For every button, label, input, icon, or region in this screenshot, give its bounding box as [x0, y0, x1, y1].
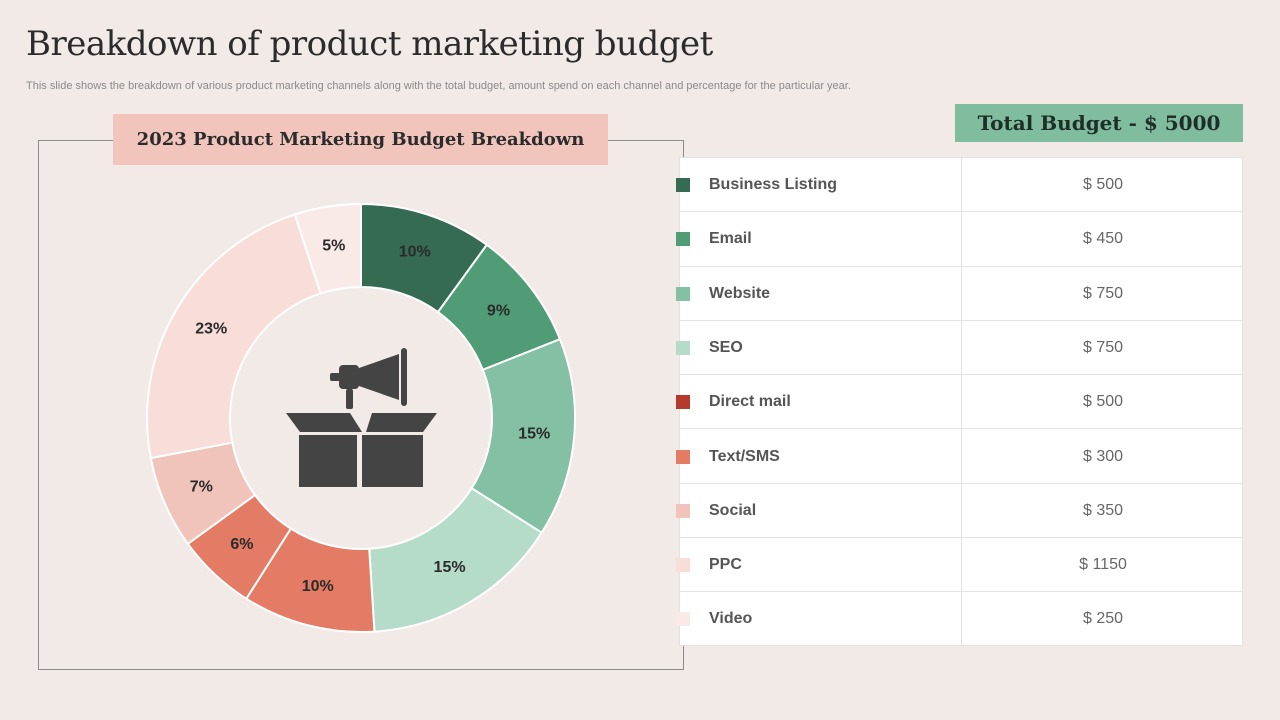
legend-swatch [676, 612, 690, 627]
donut-label: 5% [322, 237, 345, 254]
legend-swatch [676, 558, 690, 573]
channel-name: PPC [709, 556, 742, 574]
channel-amount: $ 450 [1082, 230, 1124, 248]
channel-amount: $ 250 [1082, 610, 1124, 628]
page-subtitle: This slide shows the breakdown of variou… [26, 80, 851, 92]
legend-row-business-listing: Business Listing $ 500 [676, 158, 1242, 213]
legend-swatch [676, 232, 690, 247]
legend-swatch [676, 449, 690, 464]
total-budget-banner: Total Budget - $ 5000 [955, 104, 1243, 142]
legend-row-direct-mail: Direct mail $ 500 [676, 375, 1242, 430]
channel-name: Email [709, 230, 752, 248]
donut-label: 7% [190, 478, 213, 495]
donut-label: 15% [518, 426, 550, 443]
channel-name: Text/SMS [709, 447, 780, 465]
budget-legend-table: Business Listing $ 500 Email $ 450 Websi… [676, 157, 1243, 646]
donut-slices [146, 202, 576, 633]
donut-label: 23% [195, 321, 227, 338]
legend-swatch [676, 340, 690, 355]
channel-name: Business Listing [709, 176, 838, 193]
legend-row-ppc: PPC $ 1150 [676, 538, 1242, 593]
donut-label: 9% [487, 303, 510, 320]
chart-title: 2023 Product Marketing Budget Breakdown [113, 114, 608, 165]
legend-swatch [676, 503, 690, 518]
donut-label: 6% [230, 536, 253, 553]
channel-amount: $ 500 [1082, 176, 1124, 193]
column-divider [961, 158, 962, 645]
channel-amount: $ 500 [1082, 393, 1124, 411]
donut-label: 15% [434, 559, 466, 576]
channel-amount: $ 300 [1082, 447, 1124, 465]
legend-row-social: Social $ 350 [676, 484, 1242, 539]
channel-amount: $ 350 [1082, 501, 1124, 519]
legend-swatch [676, 395, 690, 410]
donut-slice-video [293, 202, 362, 295]
legend-swatch [676, 178, 690, 192]
channel-name: Website [709, 284, 771, 302]
legend-row-website: Website $ 750 [676, 267, 1242, 321]
legend-row-email: Email $ 450 [676, 212, 1242, 267]
donut-label: 10% [399, 244, 431, 261]
channel-name: SEO [709, 338, 743, 356]
legend-row-text-sms: Text/SMS $ 300 [676, 430, 1242, 484]
legend-row-seo: SEO $ 750 [676, 321, 1242, 376]
channel-amount: $ 750 [1082, 338, 1124, 356]
donut-chart: 10% 9% 15% 15% 10% 6% 7% 23% 5% [146, 202, 576, 633]
donut-labels: 10% 9% 15% 15% 10% 6% 7% 23% 5% [190, 237, 550, 594]
channel-amount: $ 1150 [1079, 556, 1127, 574]
legend-row-video: Video $ 250 [676, 592, 1242, 646]
channel-name: Video [709, 610, 753, 628]
channel-name: Social [709, 501, 757, 519]
megaphone-box-icon [286, 348, 437, 487]
page-title: Breakdown of product marketing budget [26, 24, 713, 64]
channel-amount: $ 750 [1082, 284, 1124, 302]
donut-label: 10% [302, 578, 334, 595]
legend-swatch [676, 286, 690, 301]
channel-name: Direct mail [709, 393, 791, 411]
donut-slice-ppc [146, 213, 322, 460]
